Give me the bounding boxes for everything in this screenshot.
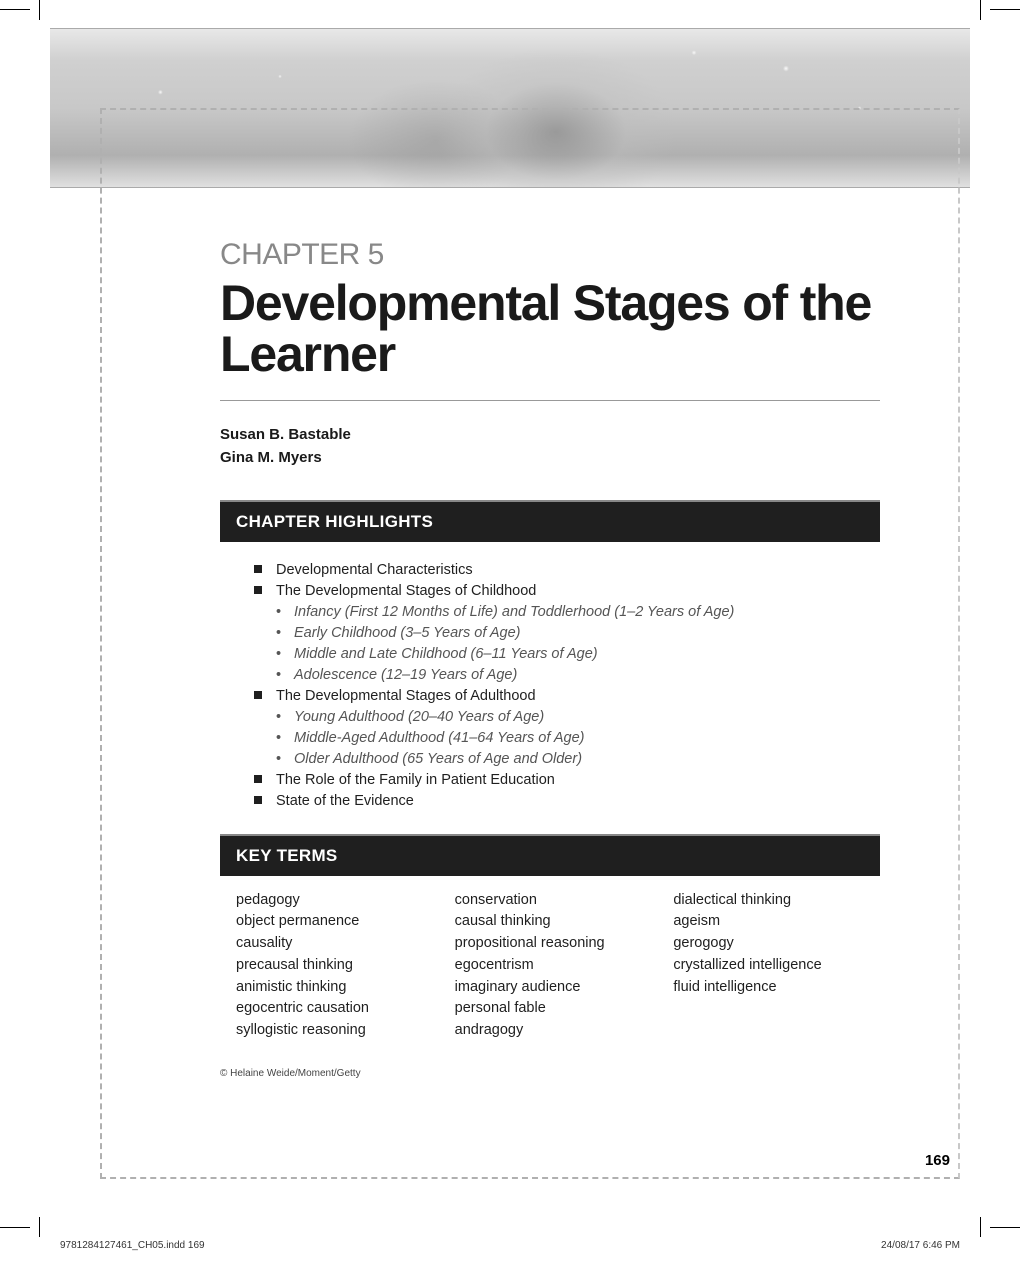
key-term: conservation — [455, 890, 646, 912]
authors: Susan B. Bastable Gina M. Myers — [220, 423, 880, 470]
footer-right: 24/08/17 6:46 PM — [881, 1240, 960, 1251]
highlight-subitem: Young Adulthood (20–40 Years of Age) — [276, 707, 864, 728]
key-term: gerogogy — [673, 933, 864, 955]
key-term: precausal thinking — [236, 955, 427, 977]
key-term: pedagogy — [236, 890, 427, 912]
key-term: dialectical thinking — [673, 890, 864, 912]
page-number: 169 — [925, 1152, 950, 1169]
highlight-subitem: Early Childhood (3–5 Years of Age) — [276, 623, 864, 644]
keyterms-column: pedagogyobject permanencecausalityprecau… — [236, 890, 427, 1042]
author-name: Susan B. Bastable — [220, 423, 880, 446]
highlight-item: The Developmental Stages of Childhood — [254, 581, 864, 602]
author-name: Gina M. Myers — [220, 446, 880, 469]
crop-mark — [0, 1227, 30, 1228]
crop-mark — [0, 9, 30, 10]
keyterms-heading: KEY TERMS — [220, 834, 880, 876]
keyterms-body: pedagogyobject permanencecausalityprecau… — [220, 876, 880, 1060]
content-area: CHAPTER 5 Developmental Stages of the Le… — [220, 238, 880, 1079]
highlights-body: Developmental CharacteristicsThe Develop… — [220, 542, 880, 834]
highlight-subitem: Older Adulthood (65 Years of Age and Old… — [276, 749, 864, 770]
key-term: fluid intelligence — [673, 977, 864, 999]
highlight-subitem: Middle and Late Childhood (6–11 Years of… — [276, 644, 864, 665]
crop-mark — [39, 1217, 40, 1237]
key-term: causality — [236, 933, 427, 955]
highlight-subitem: Middle-Aged Adulthood (41–64 Years of Ag… — [276, 728, 864, 749]
key-term: imaginary audience — [455, 977, 646, 999]
key-term: egocentric causation — [236, 998, 427, 1020]
crop-mark — [990, 9, 1020, 10]
crop-mark — [39, 0, 40, 20]
key-term: personal fable — [455, 998, 646, 1020]
footer: 9781284127461_CH05.indd 169 24/08/17 6:4… — [60, 1240, 960, 1251]
key-term: andragogy — [455, 1020, 646, 1042]
key-term: object permanence — [236, 911, 427, 933]
chapter-title: Developmental Stages of the Learner — [220, 278, 880, 380]
page-frame: 169 CHAPTER 5 Developmental Stages of th… — [50, 28, 970, 1209]
crop-mark — [990, 1227, 1020, 1228]
highlights-heading: CHAPTER HIGHLIGHTS — [220, 500, 880, 542]
keyterms-column: conservationcausal thinkingpropositional… — [455, 890, 646, 1042]
highlight-item: Developmental Characteristics — [254, 560, 864, 581]
keyterms-column: dialectical thinkingageismgerogogycrysta… — [673, 890, 864, 1042]
footer-left: 9781284127461_CH05.indd 169 — [60, 1240, 205, 1251]
highlight-item: The Role of the Family in Patient Educat… — [254, 770, 864, 791]
key-term: crystallized intelligence — [673, 955, 864, 977]
crop-mark — [980, 1217, 981, 1237]
image-credit: © Helaine Weide/Moment/Getty — [220, 1068, 880, 1079]
highlight-item: The Developmental Stages of Adulthood — [254, 686, 864, 707]
key-term: egocentrism — [455, 955, 646, 977]
title-rule — [220, 400, 880, 401]
key-term: syllogistic reasoning — [236, 1020, 427, 1042]
highlight-subitem: Adolescence (12–19 Years of Age) — [276, 665, 864, 686]
key-term: propositional reasoning — [455, 933, 646, 955]
crop-mark — [980, 0, 981, 20]
chapter-label: CHAPTER 5 — [220, 238, 880, 272]
key-term: ageism — [673, 911, 864, 933]
key-term: causal thinking — [455, 911, 646, 933]
highlight-item: State of the Evidence — [254, 791, 864, 812]
key-term: animistic thinking — [236, 977, 427, 999]
highlight-subitem: Infancy (First 12 Months of Life) and To… — [276, 602, 864, 623]
